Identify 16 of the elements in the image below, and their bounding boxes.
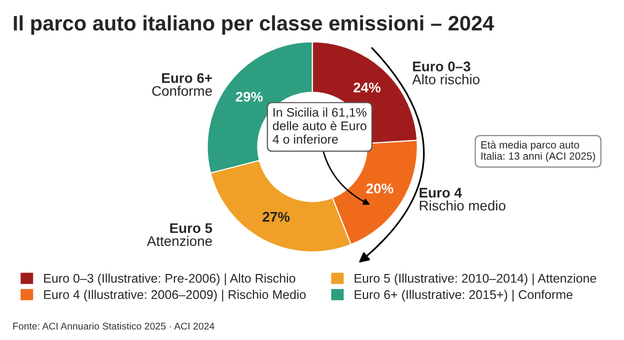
legend-label: Euro 6+ (Illustrative: 2015+) | Conforme: [354, 290, 572, 302]
text: Euro 5 Attenzione: [146, 223, 212, 246]
source-note: Fonte: ACI Annuario Statistico 2025 · ACI 2024: [13, 322, 214, 330]
text: In Sicilia il 61,1% delle auto è Euro 4 o inferiore: [272, 108, 366, 144]
legend-label: Euro 5 (Illustrative: 2010–2014) | Attenzione: [354, 274, 596, 286]
data-label: 27%: [262, 212, 290, 222]
data-label: 29%: [236, 92, 263, 102]
text: Età media parco auto Italia: 13 anni (ACI 2025): [481, 140, 596, 162]
text: Euro 4 Rischio medio: [420, 188, 506, 211]
legend-label: Euro 4 (Illustrative: 2006–2009) | Rischio Medio: [44, 290, 306, 302]
text: Euro 6+ Conforme: [152, 73, 212, 96]
data-label: 24%: [354, 82, 381, 92]
text: Euro 0–3 Alto rischio: [412, 62, 480, 84]
legend-label: Euro 0–3 (Illustrative: Pre-2006) | Alto Rischio: [44, 274, 296, 286]
data-label: 20%: [366, 184, 394, 194]
chart-title: Il parco auto italiano per classe emissioni – 2024: [14, 15, 494, 35]
